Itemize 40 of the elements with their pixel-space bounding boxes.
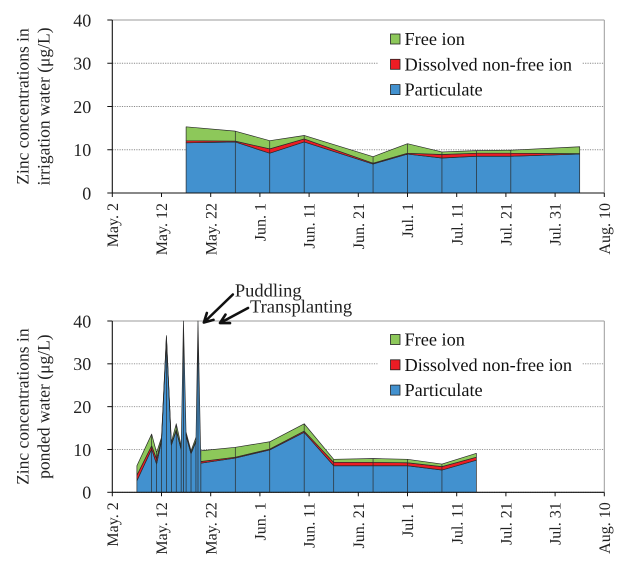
x-tick-label: Jun. 1	[252, 203, 270, 242]
legend-label: Particulate	[404, 80, 483, 100]
x-tick-label: Jul. 31	[548, 502, 565, 545]
legend-label: Dissolved non-free ion	[404, 54, 572, 74]
legend-label: Particulate	[404, 380, 483, 400]
legend-label: Free ion	[404, 330, 465, 350]
y-tick-label: 30	[73, 354, 92, 374]
x-tick-label: Jul. 1	[400, 203, 418, 238]
y-tick-label: 0	[82, 482, 92, 503]
x-tick-label: Aug. 10	[596, 502, 614, 554]
y-axis-title: Zinc concentrations in ponded water (μg/L)	[12, 328, 54, 485]
y-axis-title: Zinc concentrations in irrigation water (μg/L)	[12, 27, 54, 186]
x-tick-label: Aug. 10	[596, 203, 614, 255]
x-tick-label: Jul. 11	[449, 203, 466, 246]
y-tick-label: 0	[82, 183, 92, 204]
y-tick-label: 10	[73, 140, 92, 160]
x-tick-label: May. 2	[104, 502, 122, 547]
x-tick-label: Jul. 11	[449, 502, 466, 544]
x-tick-label: Jun. 21	[350, 203, 368, 250]
legend-label: Free ion	[404, 29, 465, 49]
x-tick-label: Jun. 11	[302, 203, 319, 249]
x-tick-label: May. 12	[154, 502, 172, 555]
x-tick-label: Jun. 11	[302, 502, 319, 548]
legend-label: Dissolved non-free ion	[404, 354, 572, 375]
x-tick-label: May. 12	[154, 203, 172, 256]
y-tick-label: 40	[73, 311, 92, 332]
x-tick-label: May. 22	[203, 502, 220, 555]
x-tick-label: Jun. 21	[350, 502, 368, 549]
x-tick-label: Jul. 31	[548, 203, 565, 246]
y-tick-label: 20	[73, 96, 92, 117]
y-tick-label: 20	[73, 396, 92, 417]
y-tick-label: 30	[73, 54, 92, 74]
x-tick-label: Jul. 1	[400, 502, 418, 537]
y-tick-label: 10	[73, 440, 92, 460]
x-tick-label: May. 22	[203, 203, 220, 256]
x-tick-label: May. 2	[104, 203, 122, 248]
y-tick-label: 40	[73, 10, 92, 30]
x-tick-label: Jun. 1	[252, 502, 270, 541]
x-tick-label: Jul. 21	[498, 502, 516, 545]
x-tick-label: Jul. 21	[498, 203, 516, 246]
